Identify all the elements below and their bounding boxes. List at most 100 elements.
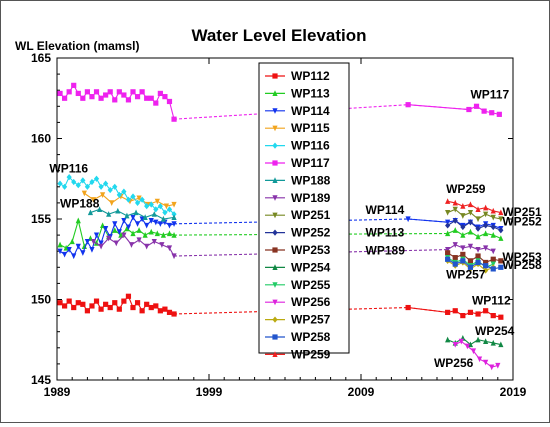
data-point [136, 227, 142, 233]
data-point [483, 204, 489, 211]
data-point [452, 242, 458, 248]
data-point [498, 341, 504, 348]
legend-label: WP254 [291, 260, 331, 274]
data-point [467, 243, 474, 250]
legend-label: WP252 [291, 226, 331, 240]
data-point [498, 258, 504, 264]
legend-item-wp115: WP115 [265, 121, 330, 135]
data-point [490, 313, 496, 319]
data-point [125, 196, 132, 203]
data-point [63, 244, 69, 251]
data-point [144, 243, 150, 250]
annotation-label: WP252 [502, 214, 542, 228]
data-point [490, 214, 496, 221]
legend-swatch-marker [272, 351, 278, 357]
data-point [489, 110, 495, 116]
data-point [84, 183, 90, 190]
annotation-label: WP113 [366, 226, 405, 240]
legend-swatch-marker [272, 334, 278, 340]
annotation-label: WP114 [366, 203, 405, 217]
data-point [139, 89, 145, 95]
data-point [98, 183, 104, 190]
data-point [452, 227, 458, 233]
legend-item-wp252: WP252 [265, 226, 331, 240]
data-point [498, 216, 504, 223]
data-point [452, 206, 458, 213]
data-point [498, 209, 504, 216]
legend-swatch-marker [272, 282, 278, 288]
legend-label: WP112 [291, 69, 330, 83]
data-point [162, 209, 168, 216]
legend-swatch-marker [272, 108, 278, 114]
data-point [445, 209, 451, 216]
data-point [103, 301, 109, 307]
data-point [157, 221, 163, 227]
data-point [163, 203, 170, 210]
x-axis: 1989 1999 2009 2019 [44, 58, 527, 399]
data-point [490, 232, 496, 238]
data-point [445, 256, 451, 262]
data-point [154, 198, 160, 205]
data-point [475, 253, 481, 259]
data-point [136, 195, 142, 202]
data-point [116, 191, 122, 198]
data-point [153, 100, 159, 106]
series-wp117 [57, 82, 502, 122]
data-point [80, 301, 86, 307]
data-point [154, 230, 160, 237]
data-point [460, 213, 466, 219]
data-point [475, 246, 481, 253]
data-point [71, 82, 77, 88]
data-point [112, 183, 118, 190]
data-point [75, 243, 81, 250]
data-point [166, 230, 173, 237]
data-point [84, 238, 90, 245]
data-point [116, 229, 122, 235]
data-point [157, 203, 163, 210]
data-point [166, 206, 173, 213]
data-point [103, 226, 109, 232]
legend-swatch-marker [272, 195, 278, 201]
data-point [475, 259, 481, 266]
series-wp256 [452, 338, 501, 371]
series-wp253 [445, 250, 504, 266]
data-point [475, 216, 481, 223]
legend-item-wp116: WP116 [265, 139, 330, 153]
data-point [405, 304, 411, 311]
legend-item-wp255: WP255 [265, 278, 331, 292]
data-point [460, 232, 466, 238]
data-point [171, 116, 177, 122]
data-point [130, 89, 136, 95]
data-point [89, 303, 95, 309]
data-point [130, 304, 136, 311]
legend-label: WP114 [291, 104, 330, 118]
data-point [498, 264, 504, 270]
legend-swatch-marker [272, 299, 278, 306]
chart-title: Water Level Elevation [191, 26, 366, 45]
x-tick-label: 1999 [196, 385, 223, 399]
series-wp258 [445, 256, 504, 272]
data-point [139, 308, 145, 314]
data-point [166, 309, 173, 315]
data-point [106, 235, 112, 242]
legend-label: WP253 [291, 243, 331, 257]
y-tick-label: 150 [31, 293, 51, 307]
data-point [75, 217, 81, 224]
data-point [144, 222, 150, 229]
data-point [142, 214, 148, 220]
data-point [445, 230, 451, 237]
legend-swatch-marker [272, 125, 278, 132]
data-point [66, 298, 72, 304]
data-point [116, 89, 122, 95]
data-point [171, 211, 177, 218]
data-point [89, 246, 95, 253]
data-point [166, 245, 173, 252]
legend-item-wp188: WP188 [265, 173, 331, 187]
legend-item-wp117: WP117 [265, 156, 330, 170]
data-point [103, 180, 109, 187]
annotation-label: WP258 [502, 258, 542, 272]
y-axis: 145 150 155 160 165 [31, 51, 513, 387]
data-point [498, 314, 504, 320]
